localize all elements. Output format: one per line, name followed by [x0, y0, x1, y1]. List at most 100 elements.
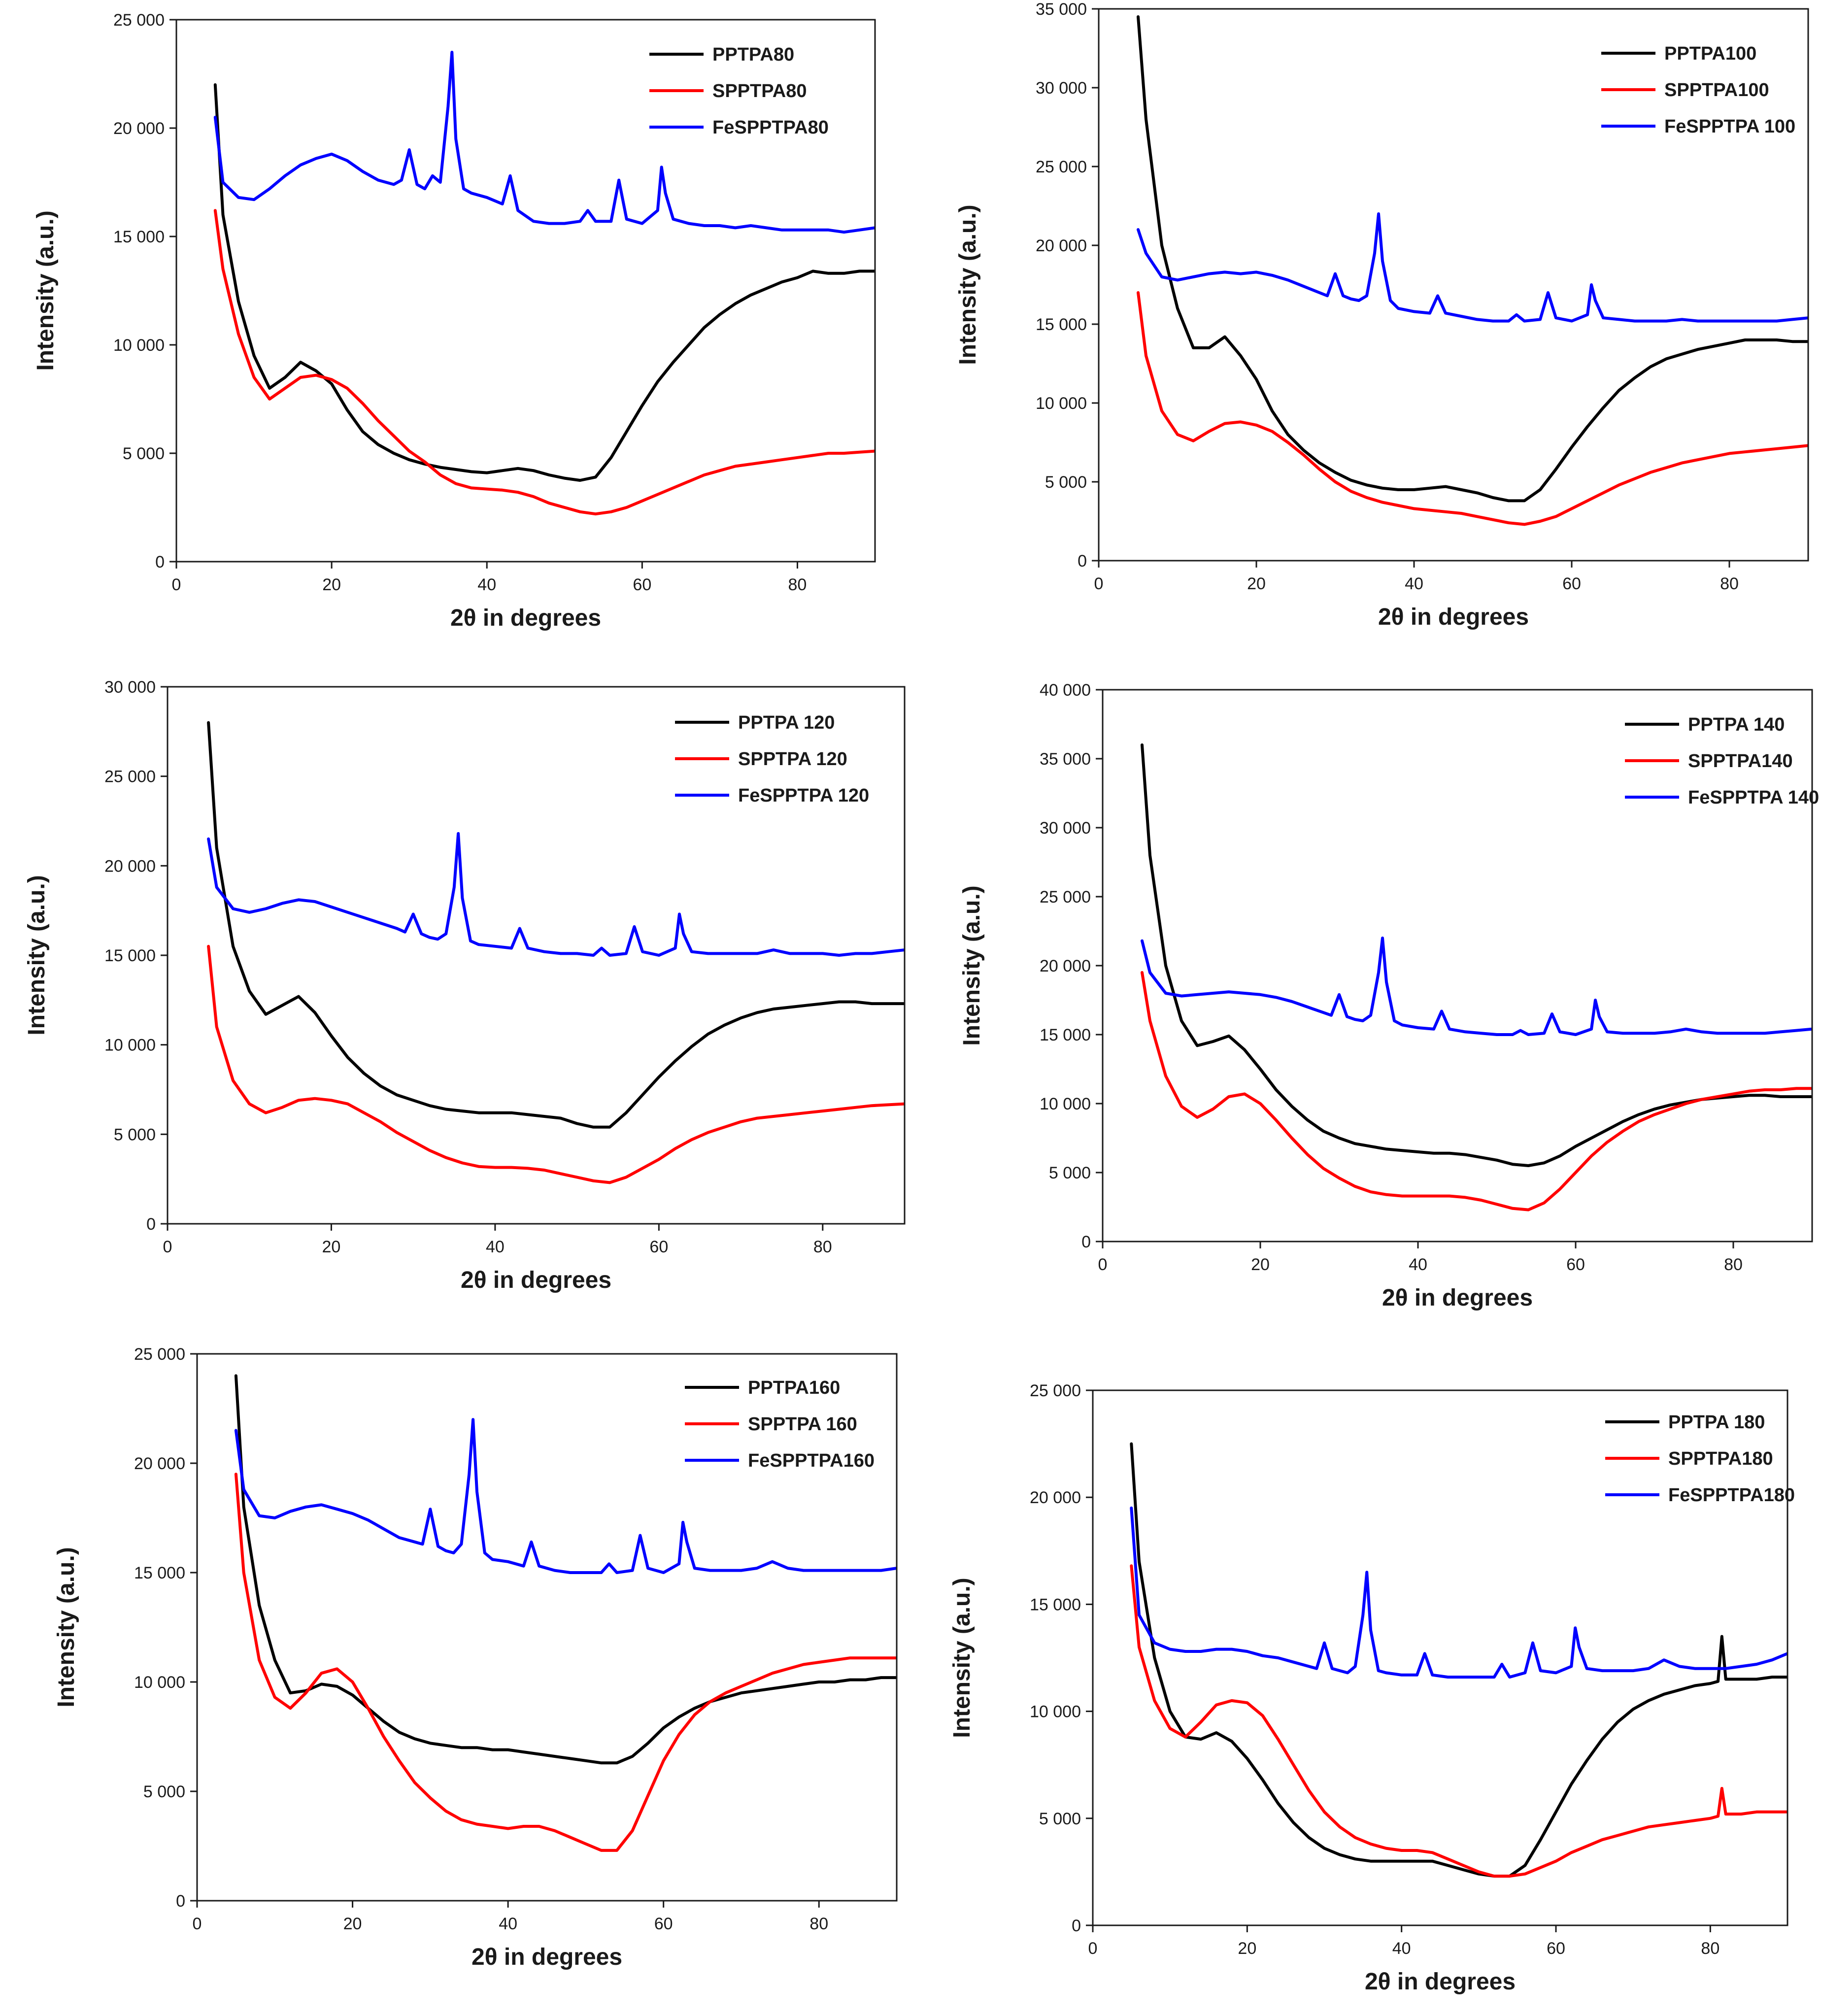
series-line-fespptpa120	[207, 832, 905, 957]
legend-label: FeSPPTPA180	[1668, 1485, 1795, 1506]
plot-frame	[1092, 1389, 1788, 1926]
legend-label: FeSPPTPA 140	[1688, 787, 1819, 808]
x-tick-label: 60	[1562, 574, 1581, 593]
y-axis-title: Intensity (a.u.)	[959, 885, 985, 1045]
series-line-fespptpa100	[1137, 212, 1808, 323]
x-axis-title: 2θ in degrees	[1382, 1285, 1533, 1311]
x-tick-label: 60	[1547, 1939, 1565, 1958]
xrd-chart-1: 0 20 40 60 80 0 5 000 10 000 15 000 20 000 25 000 2…	[33, 11, 876, 631]
y-tick-label: 0	[176, 1892, 185, 1911]
y-tick-label: 20 000	[1030, 1488, 1081, 1507]
y-axis-title: Intensity (a.u.)	[24, 875, 50, 1035]
legend-label: SPPTPA 160	[748, 1414, 857, 1435]
y-tick-label: 10 000	[1040, 1095, 1091, 1113]
y-tick-label: 25 000	[1040, 888, 1091, 907]
x-tick-label: 60	[649, 1238, 668, 1256]
x-tick-label: 0	[163, 1238, 172, 1256]
legend-label: SPPTPA 120	[738, 749, 847, 770]
series-line-pptpa180	[1130, 1442, 1787, 1878]
legend-label: PPTPA80	[712, 44, 794, 65]
legend-label: SPPTPA180	[1668, 1448, 1773, 1469]
x-tick-label: 0	[193, 1915, 202, 1933]
y-tick-label: 20 000	[104, 857, 156, 875]
x-axis-title: 2θ in degrees	[461, 1267, 611, 1293]
y-tick-label: 30 000	[1036, 79, 1087, 98]
series-line-fespptpa80	[213, 51, 875, 234]
y-tick-label: 15 000	[113, 228, 165, 246]
y-tick-label: 20 000	[113, 119, 165, 138]
y-tick-label: 20 000	[1036, 236, 1087, 255]
y-tick-label: 30 000	[1040, 819, 1091, 838]
y-tick-label: 5 000	[1045, 473, 1087, 492]
x-tick-label: 20	[1247, 574, 1266, 593]
y-tick-label: 0	[155, 553, 165, 571]
y-tick-label: 25 000	[1036, 158, 1087, 176]
x-tick-label: 20	[343, 1915, 362, 1933]
y-axis-title: Intensity (a.u.)	[33, 210, 59, 370]
x-tick-label: 40	[1409, 1255, 1427, 1274]
y-tick-label: 0	[1081, 1233, 1091, 1251]
y-tick-label: 25 000	[104, 768, 156, 786]
series-line-fespptpa160	[234, 1418, 897, 1574]
x-axis-title: 2θ in degrees	[1378, 604, 1529, 630]
y-tick-label: 5 000	[143, 1782, 185, 1801]
y-tick-label: 15 000	[1030, 1595, 1081, 1614]
x-axis-title: 2θ in degrees	[450, 605, 601, 631]
y-tick-label: 35 000	[1036, 0, 1087, 19]
x-tick-label: 20	[1251, 1255, 1270, 1274]
legend-label: PPTPA 140	[1688, 714, 1785, 735]
legend-label: PPTPA 120	[738, 712, 835, 733]
x-tick-label: 80	[813, 1238, 832, 1256]
y-tick-label: 10 000	[113, 336, 165, 355]
x-tick-label: 0	[1098, 1255, 1108, 1274]
y-tick-label: 35 000	[1040, 750, 1091, 769]
series-line-spptpa80	[213, 209, 875, 516]
legend-label: FeSPPTPA 120	[738, 785, 869, 806]
y-tick-label: 15 000	[134, 1564, 185, 1582]
x-axis-title: 2θ in degrees	[472, 1944, 622, 1970]
plot-frame	[196, 1353, 898, 1902]
x-tick-label: 80	[809, 1915, 828, 1933]
x-tick-label: 0	[172, 575, 181, 594]
x-axis-title: 2θ in degrees	[1365, 1969, 1516, 1995]
plot-frame	[175, 19, 876, 563]
y-tick-label: 25 000	[134, 1345, 185, 1364]
xrd-chart-3: 0 20 40 60 80 0 5 000 10 000 15 000 20 000 25 000 3…	[24, 678, 906, 1293]
x-tick-label: 0	[1088, 1939, 1098, 1958]
x-tick-label: 80	[1720, 574, 1739, 593]
x-tick-label: 40	[477, 575, 496, 594]
x-tick-label: 40	[1405, 574, 1423, 593]
legend-label: FeSPPTPA 100	[1664, 116, 1795, 137]
legend-label: SPPTPA100	[1664, 80, 1769, 101]
y-tick-label: 30 000	[104, 678, 156, 697]
y-tick-label: 15 000	[1040, 1026, 1091, 1044]
y-tick-label: 10 000	[1030, 1703, 1081, 1721]
y-tick-label: 0	[1078, 552, 1087, 571]
series-line-fespptpa140	[1141, 937, 1812, 1036]
x-tick-label: 60	[654, 1915, 673, 1933]
y-tick-label: 40 000	[1040, 681, 1091, 700]
y-tick-label: 25 000	[1030, 1381, 1081, 1400]
plot-frame	[1098, 8, 1809, 562]
series-line-fespptpa180	[1130, 1506, 1787, 1679]
series-line-pptpa120	[207, 721, 905, 1129]
xrd-chart-2: 0 20 40 60 80 0 5 000 10 000 15 000 20 000 25 000 3…	[955, 0, 1809, 630]
series-line-pptpa160	[234, 1374, 897, 1765]
x-tick-label: 80	[1701, 1939, 1720, 1958]
y-tick-label: 0	[146, 1215, 156, 1234]
y-tick-label: 20 000	[1040, 957, 1091, 975]
series-line-spptpa120	[207, 944, 905, 1184]
y-tick-label: 5 000	[1049, 1164, 1091, 1182]
series-line-spptpa140	[1141, 971, 1812, 1211]
x-tick-label: 20	[322, 1238, 341, 1256]
legend-label: SPPTPA140	[1688, 751, 1793, 772]
y-tick-label: 5 000	[114, 1125, 156, 1144]
legend-label: PPTPA 180	[1668, 1412, 1765, 1433]
series-line-spptpa180	[1130, 1564, 1787, 1878]
legend-label: SPPTPA80	[712, 81, 807, 101]
y-tick-label: 5 000	[123, 444, 165, 463]
x-tick-label: 0	[1094, 574, 1104, 593]
y-tick-label: 20 000	[134, 1454, 185, 1473]
